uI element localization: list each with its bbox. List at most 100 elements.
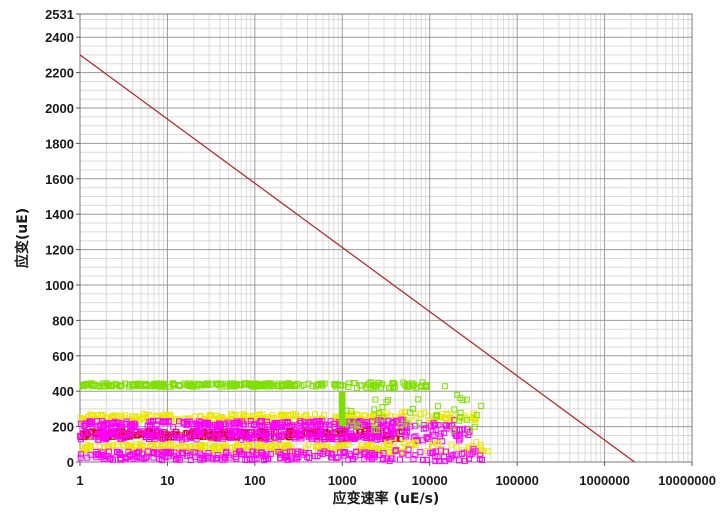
data-point bbox=[409, 380, 416, 387]
data-point bbox=[171, 381, 178, 388]
data-point bbox=[125, 443, 132, 450]
data-point bbox=[295, 448, 302, 455]
data-point bbox=[133, 382, 140, 389]
data-point bbox=[123, 421, 130, 428]
data-point bbox=[268, 436, 275, 443]
data-point bbox=[84, 454, 91, 461]
data-point bbox=[452, 451, 459, 458]
y-tick-label: 400 bbox=[52, 384, 74, 399]
y-tick-label: 800 bbox=[52, 313, 74, 328]
data-point bbox=[434, 412, 441, 419]
data-point bbox=[167, 449, 174, 456]
data-point bbox=[257, 418, 264, 425]
scatter-points bbox=[77, 379, 492, 465]
data-point bbox=[371, 406, 378, 413]
data-point bbox=[333, 380, 340, 387]
data-point bbox=[93, 423, 100, 430]
data-point bbox=[91, 433, 98, 440]
data-point bbox=[367, 379, 374, 386]
data-point bbox=[473, 411, 480, 418]
data-point bbox=[441, 383, 448, 390]
data-point bbox=[89, 383, 96, 390]
data-point bbox=[81, 422, 88, 429]
data-point bbox=[461, 458, 468, 465]
data-point bbox=[139, 450, 146, 457]
data-point bbox=[244, 451, 251, 458]
data-point bbox=[193, 428, 200, 435]
data-point bbox=[176, 418, 183, 425]
data-point bbox=[292, 381, 299, 388]
data-point bbox=[254, 430, 261, 437]
data-point bbox=[318, 381, 325, 388]
data-point bbox=[274, 444, 281, 451]
data-point bbox=[219, 435, 226, 442]
data-point bbox=[191, 453, 198, 460]
data-point bbox=[172, 382, 179, 389]
data-point bbox=[418, 383, 425, 390]
data-point bbox=[228, 434, 235, 441]
x-tick-label: 1000 bbox=[328, 473, 357, 488]
data-point bbox=[457, 395, 464, 402]
data-point bbox=[327, 418, 334, 425]
x-tick-label: 100 bbox=[244, 473, 266, 488]
data-point bbox=[109, 456, 116, 463]
data-point bbox=[216, 414, 223, 421]
x-tick-label: 10000000 bbox=[658, 473, 716, 488]
data-point bbox=[144, 430, 151, 437]
x-tick-label: 1 bbox=[76, 473, 83, 488]
data-point bbox=[188, 434, 195, 441]
data-point bbox=[390, 439, 397, 446]
data-point bbox=[416, 419, 423, 426]
data-point bbox=[372, 451, 379, 458]
data-point bbox=[441, 453, 448, 460]
data-point bbox=[148, 418, 155, 425]
data-point bbox=[140, 411, 147, 418]
y-axis-title: 应变(uE) bbox=[14, 208, 31, 268]
data-point bbox=[262, 432, 269, 439]
data-point bbox=[231, 381, 238, 388]
data-point bbox=[457, 409, 464, 416]
data-point bbox=[404, 384, 411, 391]
y-tick-labels: 0 200 400 600 800 1000 1200 1400 1600 1800 2000 220… bbox=[45, 7, 80, 470]
data-point bbox=[93, 418, 100, 425]
data-point bbox=[176, 456, 183, 463]
data-point bbox=[238, 429, 245, 436]
data-point bbox=[476, 455, 483, 462]
data-point bbox=[198, 443, 205, 450]
data-point bbox=[399, 450, 406, 457]
data-point bbox=[255, 429, 262, 436]
data-point bbox=[187, 382, 194, 389]
data-point bbox=[149, 382, 156, 389]
data-point bbox=[302, 412, 309, 419]
data-point bbox=[215, 381, 222, 388]
data-point bbox=[77, 454, 84, 461]
data-point bbox=[265, 455, 272, 462]
data-point bbox=[431, 453, 438, 460]
data-point bbox=[450, 427, 457, 434]
data-point bbox=[257, 422, 264, 429]
data-point bbox=[367, 384, 374, 391]
data-point bbox=[167, 443, 174, 450]
data-point bbox=[345, 380, 352, 387]
data-point bbox=[298, 383, 305, 390]
data-point bbox=[398, 410, 405, 417]
data-point bbox=[84, 429, 91, 436]
data-point bbox=[402, 431, 409, 438]
data-point bbox=[201, 422, 208, 429]
data-point bbox=[420, 457, 427, 464]
data-point bbox=[249, 448, 256, 455]
data-point bbox=[169, 434, 176, 441]
data-point bbox=[456, 426, 463, 433]
data-point bbox=[114, 449, 121, 456]
data-point bbox=[358, 441, 365, 448]
data-point bbox=[464, 425, 471, 432]
data-point bbox=[104, 382, 111, 389]
data-point bbox=[222, 421, 229, 428]
data-point bbox=[240, 421, 247, 428]
data-point bbox=[315, 418, 322, 425]
y-tick-label: 1000 bbox=[45, 278, 74, 293]
data-point bbox=[167, 411, 174, 418]
data-point bbox=[437, 430, 444, 437]
data-point bbox=[96, 422, 103, 429]
data-point bbox=[344, 433, 351, 440]
